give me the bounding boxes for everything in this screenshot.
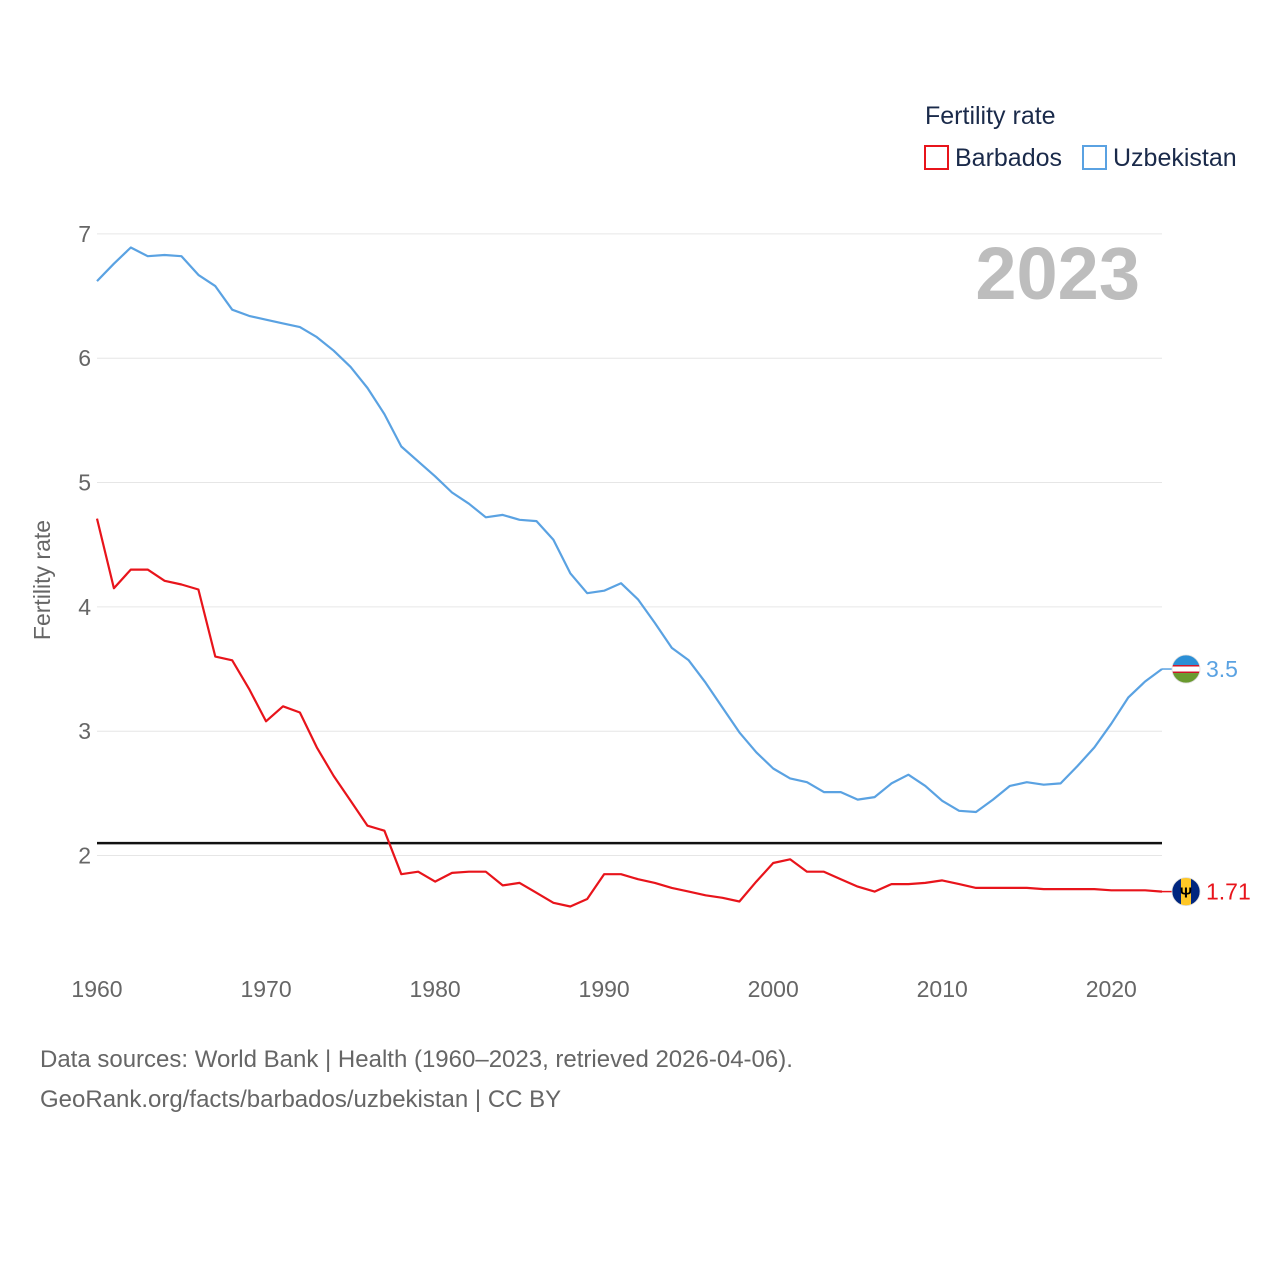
uzbekistan-flag-icon (1171, 654, 1201, 684)
x-tick-label: 1980 (410, 976, 461, 1002)
trident-icon: Ψ (1180, 885, 1192, 902)
series-end-markers: Ψ 1.71 3.5 (1162, 654, 1251, 906)
series-lines (95, 246, 1163, 908)
legend-swatch-barbados[interactable] (924, 145, 949, 170)
y-axis-label: Fertility rate (29, 520, 55, 640)
x-tick-label: 2020 (1086, 976, 1137, 1002)
y-tick-label: 2 (78, 843, 91, 869)
x-tick-label: 2010 (917, 976, 968, 1002)
legend-swatch-uzbekistan[interactable] (1082, 145, 1107, 170)
legend-title: Fertility rate (925, 102, 1056, 130)
y-tick-label: 4 (78, 594, 91, 620)
x-tick-label: 1970 (240, 976, 291, 1002)
y-tick-label: 3 (78, 718, 91, 744)
y-tick-label: 6 (78, 345, 91, 371)
legend-label-uzbekistan[interactable]: Uzbekistan (1113, 144, 1237, 172)
data-source-text: Data sources: World Bank | Health (1960–… (40, 1046, 793, 1073)
y-tick-label: 5 (78, 470, 91, 496)
x-tick-label: 1990 (579, 976, 630, 1002)
x-tick-label: 1960 (71, 976, 122, 1002)
series-line-uzbekistan[interactable] (96, 246, 1163, 814)
end-value-label-barbados: 1.71 (1206, 879, 1251, 905)
x-tick-label: 2000 (748, 976, 799, 1002)
y-axis-ticks: 2 3 4 5 6 7 (78, 221, 91, 869)
legend-label-barbados[interactable]: Barbados (955, 144, 1062, 172)
end-value-label-uzbekistan: 3.5 (1206, 656, 1238, 682)
current-year-label: 2023 (975, 232, 1140, 315)
gridlines (97, 233, 1162, 857)
legend: Fertility rate Barbados Uzbekistan (924, 102, 1237, 172)
y-tick-label: 7 (78, 221, 91, 247)
chart: Fertility rate Barbados Uzbekistan 2 3 4 5 6… (29, 102, 1251, 1002)
series-line-barbados[interactable] (95, 518, 1163, 908)
footer: Data sources: World Bank | Health (1960–… (40, 1040, 793, 1120)
barbados-flag-icon: Ψ (1171, 877, 1201, 906)
attribution-link[interactable]: GeoRank.org/facts/barbados/uzbekistan | … (40, 1086, 562, 1113)
x-axis-ticks: 1960 1970 1980 1990 2000 2010 2020 (71, 976, 1136, 1002)
